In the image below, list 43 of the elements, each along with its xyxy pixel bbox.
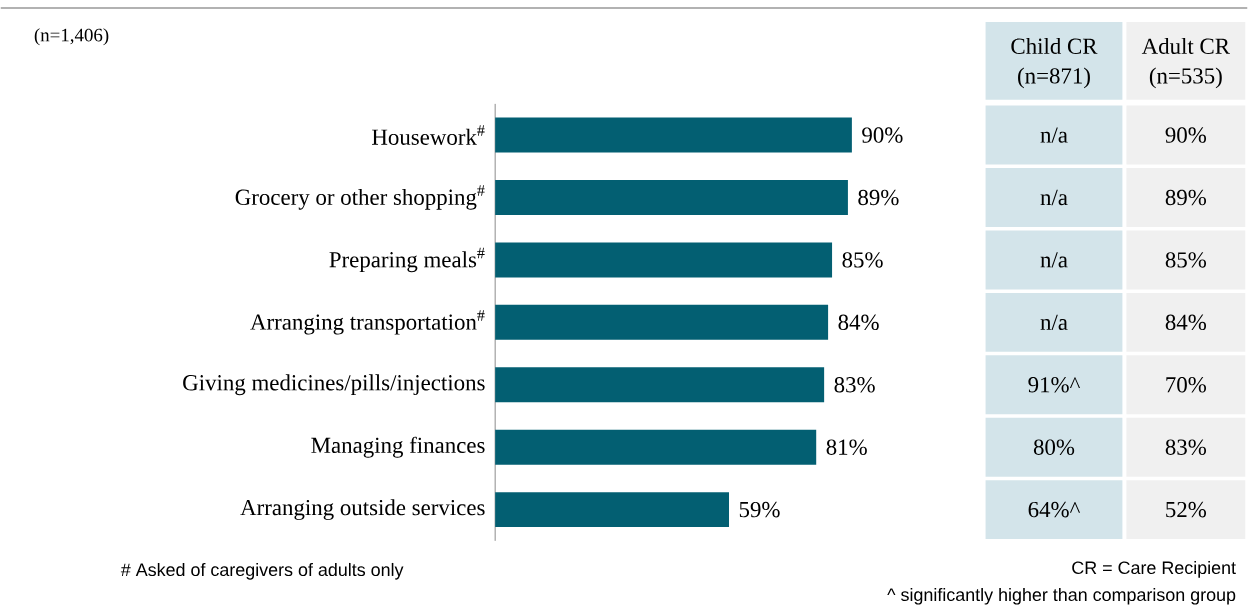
text: 91%^	[1028, 376, 1081, 393]
text: 84%	[1165, 314, 1207, 330]
bar	[495, 367, 825, 403]
y-tick-label: Preparing meals$^{#}$	[329, 247, 485, 273]
text: n/a	[1040, 127, 1068, 143]
y-tick-label: Giving medicines/pills/injections	[183, 374, 485, 396]
text: n/a	[1040, 314, 1068, 330]
bar	[495, 242, 833, 278]
text: (n=535)	[1149, 67, 1222, 89]
bar	[495, 179, 848, 215]
bar	[495, 492, 730, 527]
data-label: 83%	[834, 376, 875, 393]
data-label: 81%	[826, 439, 867, 455]
text: n/a	[1040, 252, 1068, 268]
text: 80%	[1033, 439, 1075, 455]
bar	[495, 429, 817, 465]
text: 85%	[1165, 252, 1207, 268]
data-label: 89%	[858, 189, 899, 206]
text: ^ significantly higher than comparison group	[887, 587, 1236, 605]
text: # Asked of caregivers of adults only	[120, 562, 404, 580]
text: 52%	[1166, 501, 1207, 518]
y-tick-label: Grocery or other shopping$^{#}$	[235, 185, 485, 210]
text: (n=871)	[1018, 67, 1090, 89]
bar	[495, 117, 852, 153]
text: 64%^	[1028, 501, 1081, 518]
y-tick-label: Arranging outside services	[240, 499, 485, 520]
text: (n=1,406)	[34, 28, 109, 46]
y-tick-label: Housework$^{#}$	[372, 125, 485, 145]
text: 89%	[1165, 189, 1207, 206]
text: CR = Care Recipient	[1072, 560, 1236, 578]
text: 83%	[1165, 439, 1207, 455]
data-label: 59%	[739, 501, 780, 518]
data-label: 90%	[862, 127, 903, 143]
text: n/a	[1040, 189, 1068, 206]
data-label: 85%	[842, 252, 883, 268]
text: Adult CR	[1141, 37, 1230, 54]
text: Child CR	[1011, 37, 1098, 54]
text: 90%	[1165, 127, 1207, 143]
y-tick-label: Arranging transportation$^{#}$	[250, 310, 485, 335]
bar	[495, 304, 829, 340]
text: 70%	[1166, 376, 1207, 393]
data-label: 84%	[838, 314, 879, 330]
y-tick-label: Managing finances	[311, 436, 485, 458]
